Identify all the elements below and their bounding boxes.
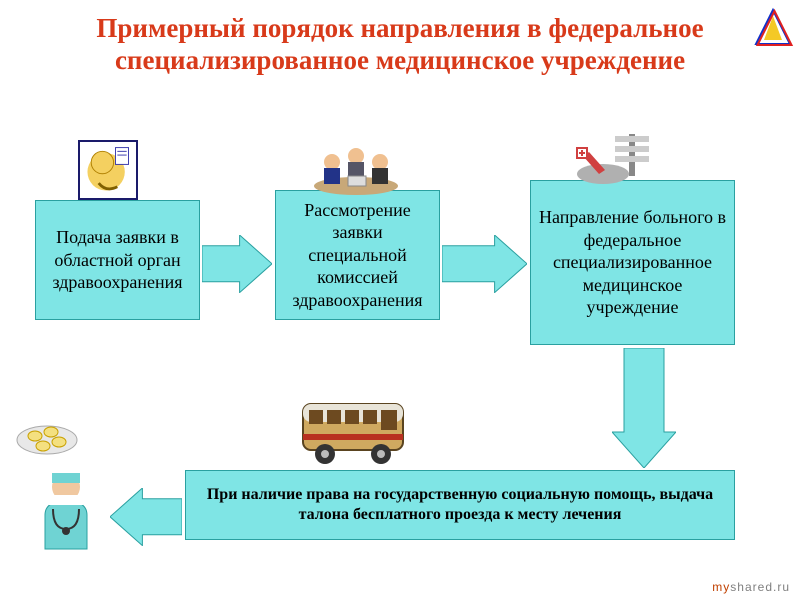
medical-icon — [575, 130, 663, 188]
doctor-icon — [35, 465, 97, 550]
arrow-left — [110, 488, 182, 551]
pills-icon — [15, 410, 85, 458]
arrow-down — [612, 348, 676, 473]
watermark: myshared.ru — [712, 580, 790, 594]
arrow-right — [442, 235, 527, 298]
bus-icon — [295, 390, 415, 470]
flow-box: Направление больного в федеральное специ… — [530, 180, 735, 345]
flow-box: Рассмотрение заявки специальной комиссие… — [275, 190, 440, 320]
watermark-rest: shared.ru — [730, 580, 790, 594]
flowchart-stage: Подача заявки в областной орган здравоох… — [0, 0, 800, 600]
arrow-right — [202, 235, 272, 298]
watermark-prefix: my — [712, 580, 730, 594]
committee-icon — [310, 138, 402, 196]
flow-box: Подача заявки в областной орган здравоох… — [35, 200, 200, 320]
patient-icon — [78, 140, 138, 200]
flow-box: При наличие права на государственную соц… — [185, 470, 735, 540]
